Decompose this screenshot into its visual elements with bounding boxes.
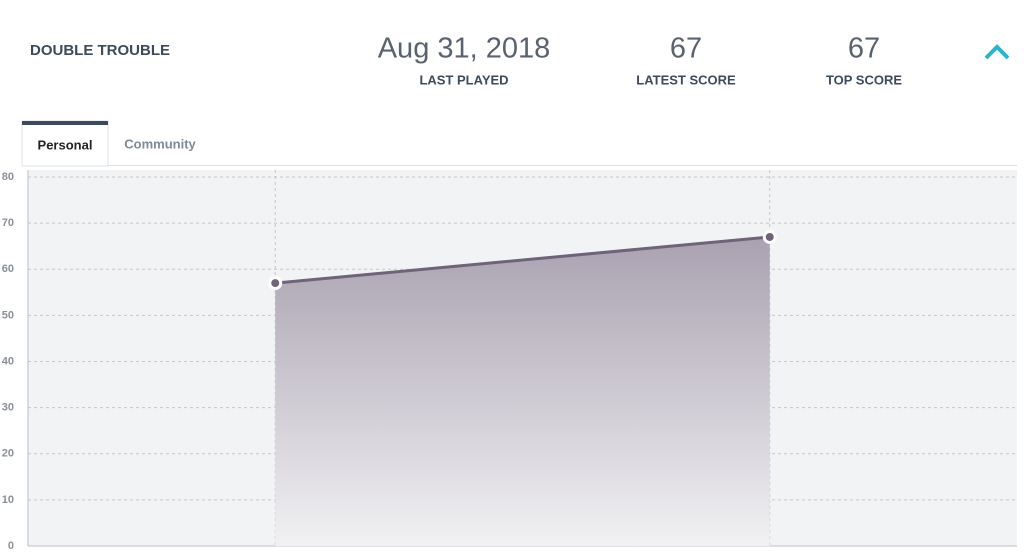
y-tick-label: 40 [2, 355, 14, 367]
y-tick-label: 0 [8, 540, 14, 552]
stat-value: Aug 31, 2018 [378, 33, 551, 65]
y-tick-label: 50 [2, 309, 14, 321]
y-tick-label: 20 [2, 448, 14, 460]
point [268, 276, 283, 291]
y-tick-label: 60 [2, 263, 14, 275]
y-tick-label: 10 [2, 494, 14, 506]
stat-label: TOP SCORE [826, 72, 902, 87]
point [762, 229, 777, 244]
collapse-toggle[interactable] [984, 44, 1010, 60]
y-tick-label: 70 [2, 217, 14, 229]
tab-indicator [22, 121, 108, 125]
y-tick-label: 80 [2, 171, 14, 183]
stat-label: LATEST SCORE [636, 72, 736, 87]
tab-label[interactable]: Personal [38, 137, 93, 152]
stat-value: 67 [670, 33, 702, 65]
stat-label: LAST PLAYED [419, 72, 508, 87]
tab-label[interactable]: Community [124, 136, 196, 151]
stat-value: 67 [848, 33, 880, 65]
tab-active[interactable] [21, 120, 109, 167]
game-title: DOUBLE TROUBLE [30, 42, 170, 59]
area [275, 236, 770, 546]
line [275, 235, 770, 285]
y-tick-label: 30 [2, 402, 14, 414]
